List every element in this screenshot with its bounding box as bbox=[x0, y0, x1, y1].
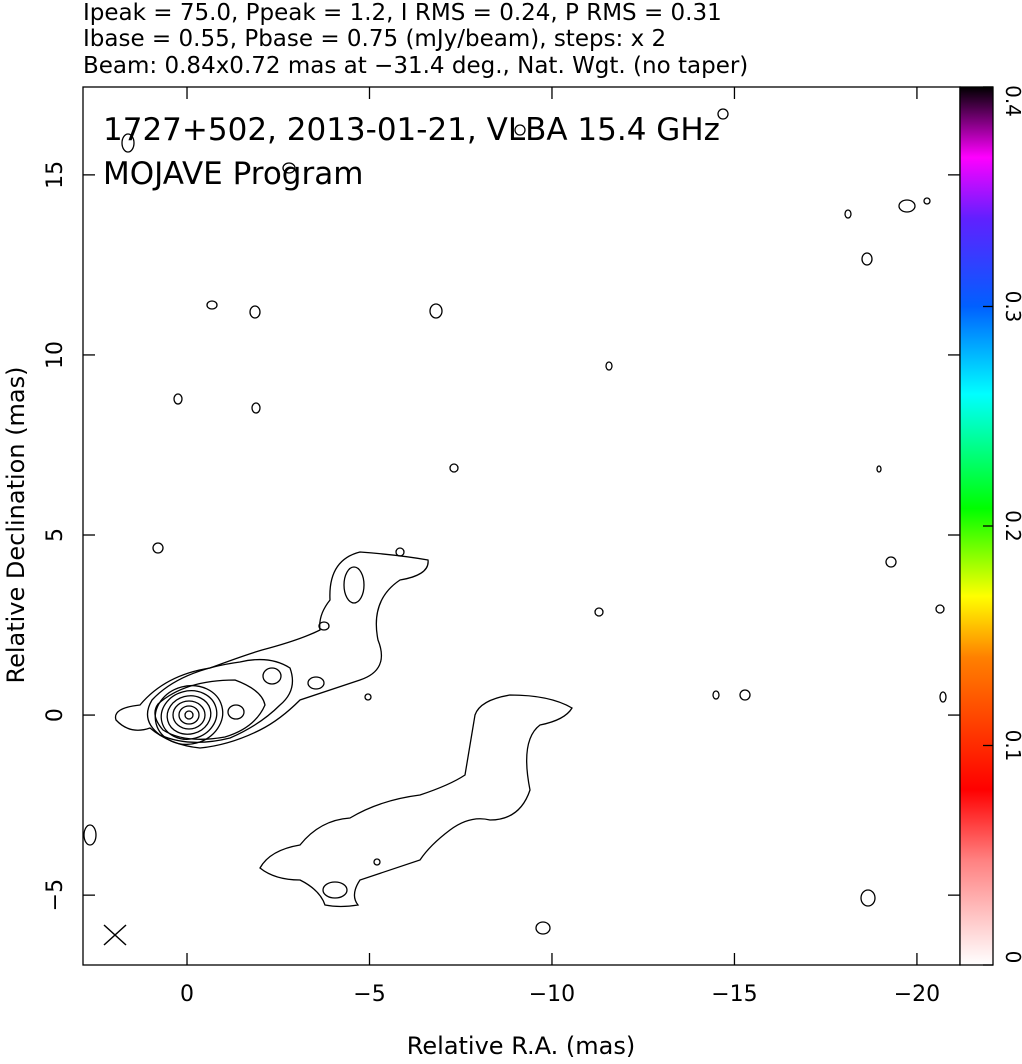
x-tick-label: −15 bbox=[711, 982, 757, 1007]
x-tick-label: 0 bbox=[180, 982, 194, 1007]
x-tick-label: −20 bbox=[894, 982, 940, 1007]
header-line: Ibase = 0.55, Pbase = 0.75 (mJy/beam), s… bbox=[83, 26, 666, 52]
x-tick-label: −10 bbox=[529, 982, 575, 1007]
chart-subtitle: MOJAVE Program bbox=[103, 156, 363, 192]
y-axis-label: Relative Declination (mas) bbox=[2, 366, 30, 683]
x-axis-label: Relative R.A. (mas) bbox=[407, 1032, 635, 1060]
y-tick-label: 15 bbox=[43, 161, 68, 189]
contours bbox=[83, 108, 947, 935]
colorbar-tick-label: 0.2 bbox=[1001, 510, 1022, 542]
colorbar-tick-label: 0.1 bbox=[1001, 730, 1022, 762]
header-line: Beam: 0.84x0.72 mas at −31.4 deg., Nat. … bbox=[83, 53, 748, 79]
beam-marker bbox=[103, 924, 127, 946]
x-tick-label: −5 bbox=[353, 982, 385, 1007]
chart-title: 1727+502, 2013-01-21, VLBA 15.4 GHz bbox=[103, 112, 720, 148]
plot-frame bbox=[82, 86, 961, 966]
colorbar-tick-label: 0.4 bbox=[1001, 85, 1022, 117]
y-tick-label: 0 bbox=[43, 708, 68, 722]
header-line: Ipeak = 75.0, Ppeak = 1.2, I RMS = 0.24,… bbox=[83, 0, 722, 26]
colorbar-tick-label: 0 bbox=[1001, 951, 1022, 964]
y-tick-label: 5 bbox=[43, 528, 68, 542]
y-tick-label: −5 bbox=[43, 879, 68, 911]
y-tick-label: 10 bbox=[43, 341, 68, 369]
colorbar-tick-label: 0.3 bbox=[1001, 291, 1022, 323]
